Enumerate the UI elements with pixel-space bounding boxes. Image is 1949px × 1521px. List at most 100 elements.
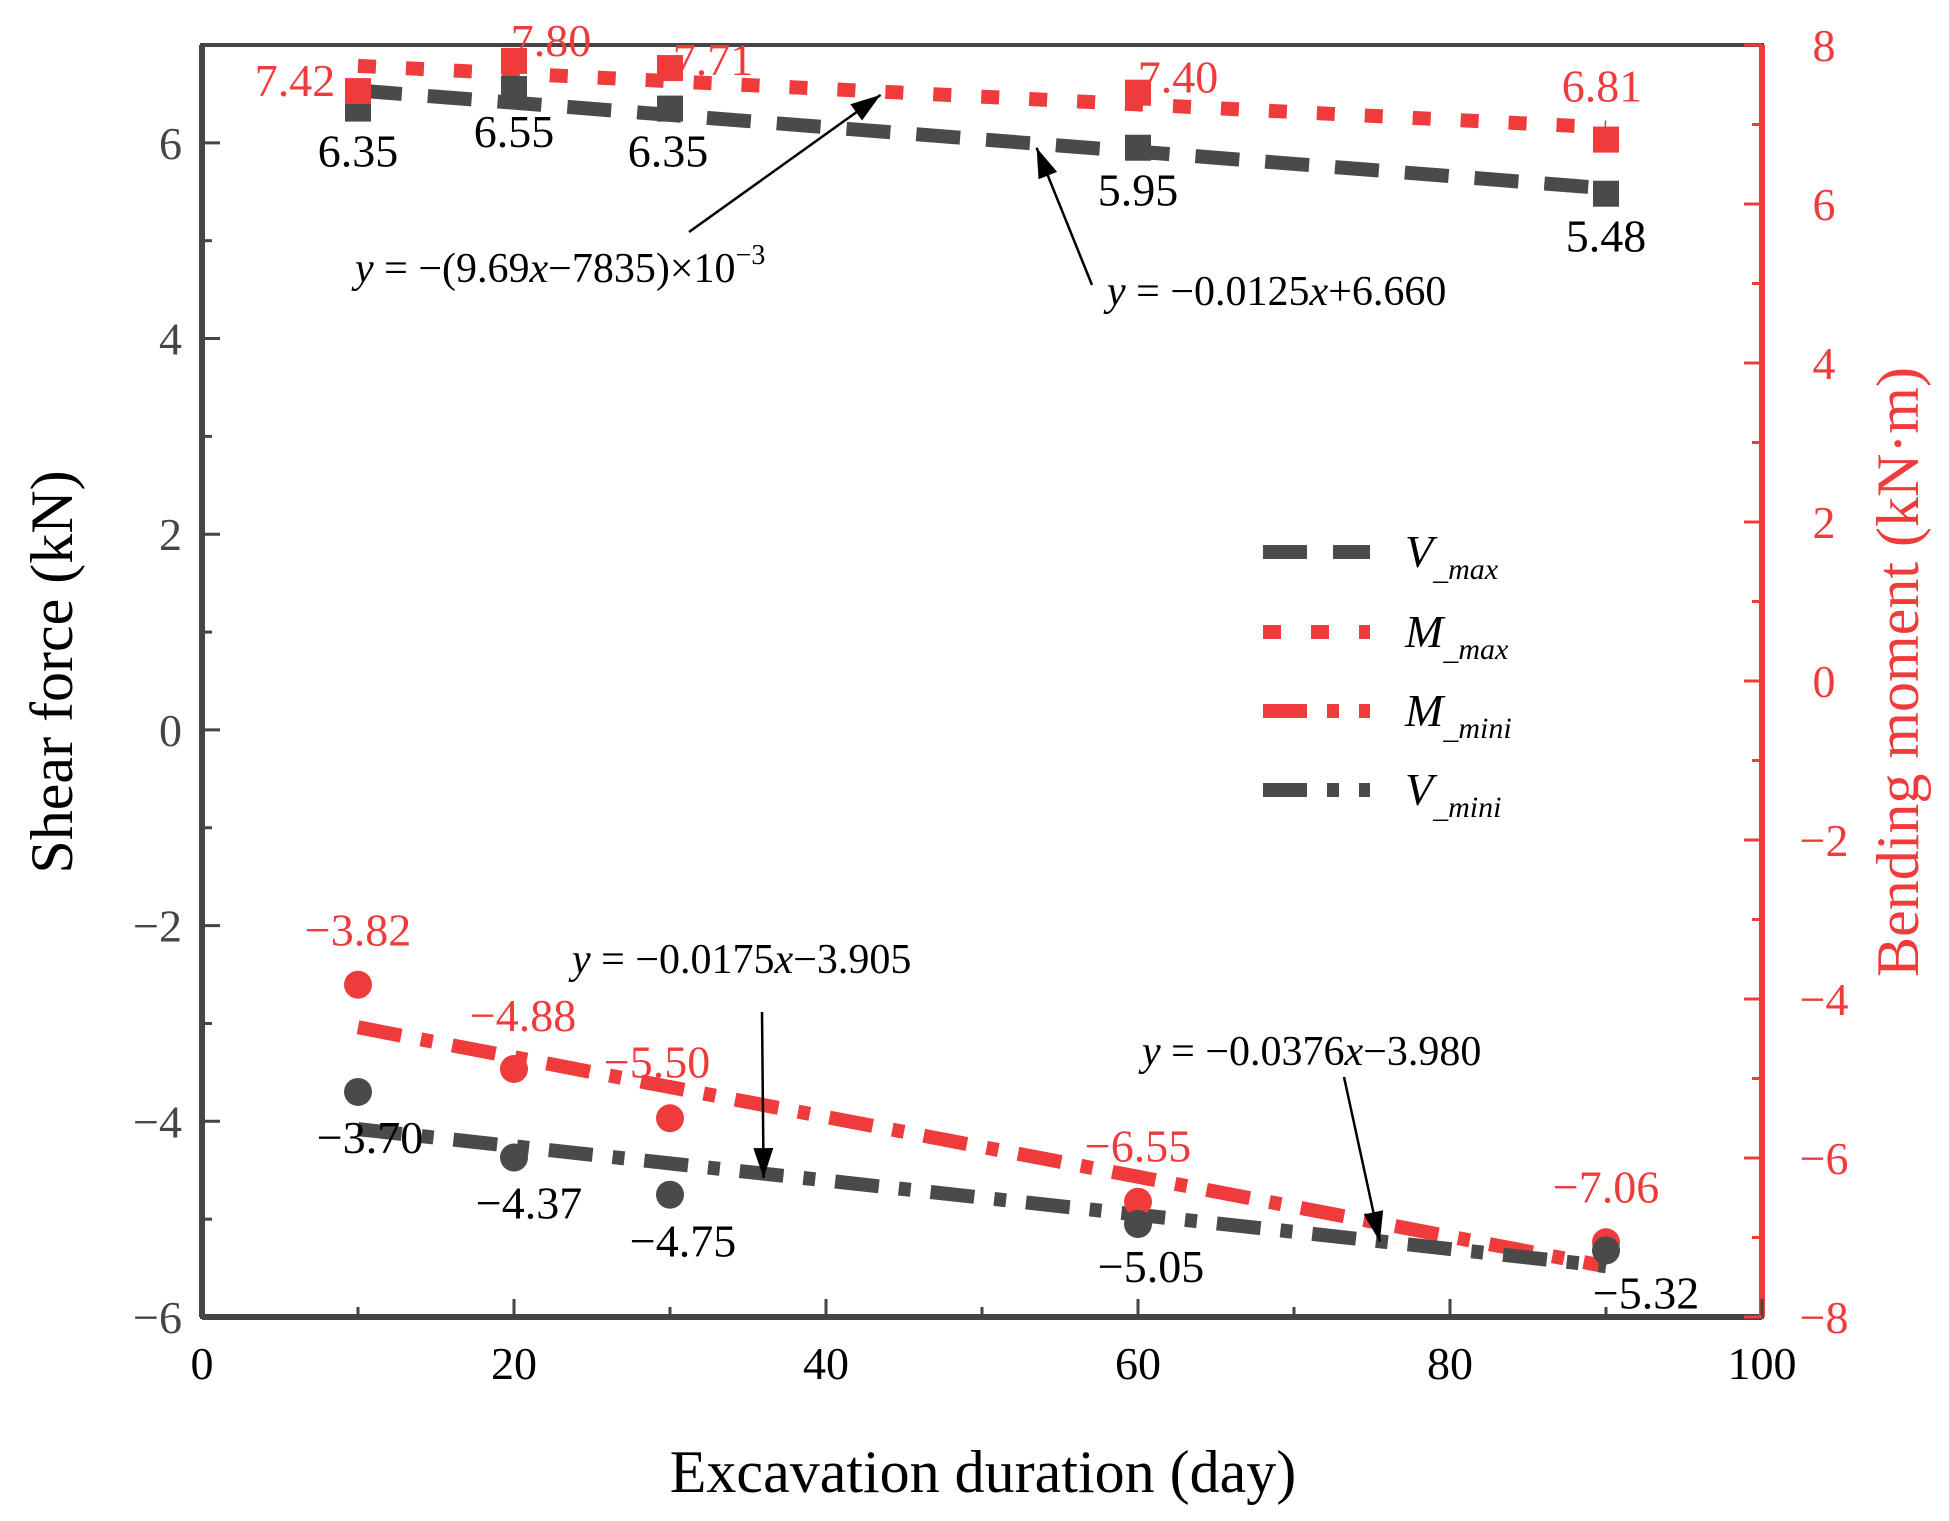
data-label-m_max-1: 7.80 bbox=[511, 15, 592, 66]
fit-equation-part: x bbox=[1344, 1029, 1364, 1075]
data-label-v_max-4: 5.48 bbox=[1566, 211, 1647, 262]
marker-v_max-2 bbox=[657, 95, 683, 122]
data-label-m_mini-1: −4.88 bbox=[470, 990, 576, 1041]
data-label-m_mini-4: −7.06 bbox=[1553, 1161, 1659, 1212]
data-label-m_mini-3: −6.55 bbox=[1085, 1121, 1191, 1172]
legend-sub: _max bbox=[1442, 633, 1509, 666]
fit-equation-part: x bbox=[1309, 269, 1329, 315]
fit-line-m-max bbox=[357, 58, 1607, 135]
fit-equation-part: +6.660 bbox=[1328, 269, 1446, 315]
y-left-tick-label-6: 6 bbox=[159, 118, 182, 169]
x-tick-label-4: 80 bbox=[1427, 1338, 1473, 1389]
marker-v_max-1 bbox=[501, 76, 527, 103]
fit-equation-part: y bbox=[1103, 269, 1126, 315]
data-label-v_mini-3: −5.05 bbox=[1098, 1241, 1204, 1292]
legend-sub: _max bbox=[1432, 553, 1499, 586]
data-label-v_mini-2: −4.75 bbox=[630, 1216, 736, 1267]
marker-m_mini-3 bbox=[1124, 1187, 1152, 1216]
data-label-v_max-3: 5.95 bbox=[1098, 165, 1179, 216]
fit-equation-3: y = −0.0376x−3.980 bbox=[1138, 1029, 1481, 1075]
y-left-tick-label-5: 4 bbox=[159, 314, 182, 365]
fit-equation-part: = −0.0175 bbox=[591, 937, 775, 983]
y-right-tick-label-4: 0 bbox=[1813, 656, 1836, 707]
legend-label-0: V_max bbox=[1405, 526, 1499, 586]
marker-v_mini-2 bbox=[656, 1180, 684, 1209]
marker-m_mini-2 bbox=[656, 1104, 684, 1133]
y-left-tick-label-2: −2 bbox=[133, 901, 182, 952]
x-axis-label: Excavation duration (day) bbox=[670, 1439, 1296, 1505]
x-tick-label-0: 0 bbox=[191, 1338, 214, 1389]
legend-main: M bbox=[1404, 685, 1446, 736]
axes: 0 20 40 60 80 100 −6 −4 −2 0 2 4 6 −8 −6 −4 −2 0 2 4 6 8 bbox=[133, 20, 1848, 1389]
x-tick-label-1: 20 bbox=[491, 1338, 537, 1389]
data-label-v_mini-0: −3.70 bbox=[317, 1112, 423, 1163]
annotation-arrowhead-1 bbox=[1036, 147, 1058, 180]
y-left-tick-label-1: −4 bbox=[133, 1096, 182, 1147]
data-label-m_mini-0: −3.82 bbox=[305, 905, 411, 956]
fit-equation-part: = −0.0376 bbox=[1161, 1029, 1345, 1075]
data-label-v_max-2: 6.35 bbox=[628, 126, 709, 177]
data-label-v_mini-4: −5.32 bbox=[1593, 1267, 1699, 1318]
fit-equation-part: = −0.0125 bbox=[1126, 269, 1310, 315]
marker-v_max-3 bbox=[1125, 134, 1151, 161]
y-right-tick-label-5: 2 bbox=[1813, 497, 1836, 548]
legend-sub: _mini bbox=[1432, 791, 1501, 824]
data-label-v_mini-1: −4.37 bbox=[476, 1178, 582, 1229]
fit-equation-part: −3.980 bbox=[1363, 1029, 1481, 1075]
marker-m_max-0 bbox=[345, 78, 371, 105]
legend-main: V bbox=[1405, 764, 1438, 815]
data-label-m_max-0: 7.42 bbox=[255, 55, 336, 106]
y-left-tick-label-3: 0 bbox=[159, 705, 182, 756]
annotation-arrowhead-0 bbox=[850, 94, 881, 121]
y-axis-left-label: Shear force (kN) bbox=[19, 470, 85, 873]
legend-main: V bbox=[1405, 526, 1438, 577]
y-right-tick-label-6: 4 bbox=[1813, 338, 1836, 389]
fit-line-m-mini bbox=[356, 1020, 1608, 1274]
data-labels: 6.35 6.55 6.35 5.95 5.48 7.42 7.80 7.71 7.40 6.81… bbox=[255, 15, 1699, 1319]
y-right-tick-label-1: −6 bbox=[1800, 1133, 1849, 1184]
legend-label-2: M_mini bbox=[1404, 685, 1512, 745]
marker-v_max-4 bbox=[1593, 180, 1619, 207]
fit-lines bbox=[356, 58, 1608, 1274]
marker-m_max-3 bbox=[1125, 79, 1151, 106]
plot-frame bbox=[200, 43, 1764, 1319]
y-right-tick-label-0: −8 bbox=[1800, 1292, 1849, 1343]
fit-equation-part: y bbox=[568, 937, 591, 983]
fit-equation-2: y = −0.0175x−3.905 bbox=[568, 937, 911, 983]
legend-label-3: V_mini bbox=[1405, 764, 1501, 824]
marker-m_mini-1 bbox=[500, 1054, 528, 1083]
marker-v_mini-4 bbox=[1592, 1236, 1620, 1265]
fit-equation-part: y bbox=[1138, 1029, 1161, 1075]
x-tick-label-5: 100 bbox=[1728, 1338, 1797, 1389]
annotation-arrowhead-3 bbox=[1363, 1210, 1384, 1242]
fit-equation-part: −3 bbox=[736, 240, 766, 271]
data-label-m_max-2: 7.71 bbox=[673, 34, 754, 85]
y-right-tick-label-8: 8 bbox=[1813, 20, 1836, 71]
y-left-tick-label-4: 2 bbox=[159, 509, 182, 560]
marker-m_max-2 bbox=[657, 55, 683, 82]
y-axis-right-label: Bending moment (kN·m) bbox=[1865, 367, 1931, 977]
y-right-tick-label-7: 6 bbox=[1813, 179, 1836, 230]
legend-main: M bbox=[1404, 606, 1446, 657]
y-left-tick-label-0: −6 bbox=[133, 1292, 182, 1343]
marker-v_mini-0 bbox=[344, 1077, 372, 1106]
data-label-m_mini-2: −5.50 bbox=[604, 1036, 710, 1087]
data-label-m_max-3: 7.40 bbox=[1138, 52, 1219, 103]
y-right-tick-label-3: −2 bbox=[1800, 815, 1849, 866]
y-right-tick-label-2: −4 bbox=[1800, 974, 1849, 1025]
annotation-arrow-0 bbox=[688, 93, 882, 234]
marker-m_max-4 bbox=[1593, 126, 1619, 153]
legend-sub: _mini bbox=[1442, 712, 1511, 745]
fit-equation-part: = −(9.69 bbox=[374, 246, 530, 292]
fit-line-v-mini bbox=[357, 1122, 1607, 1274]
fit-equation-part: x bbox=[774, 937, 794, 983]
marker-v_mini-3 bbox=[1124, 1210, 1152, 1239]
annotation-arrowhead-2 bbox=[753, 1147, 774, 1179]
fit-equation-part: −3.905 bbox=[793, 937, 911, 983]
fit-equation-part: −7835)×10 bbox=[548, 246, 735, 292]
marker-m_max-1 bbox=[501, 47, 527, 74]
data-label-v_max-0: 6.35 bbox=[318, 126, 399, 177]
